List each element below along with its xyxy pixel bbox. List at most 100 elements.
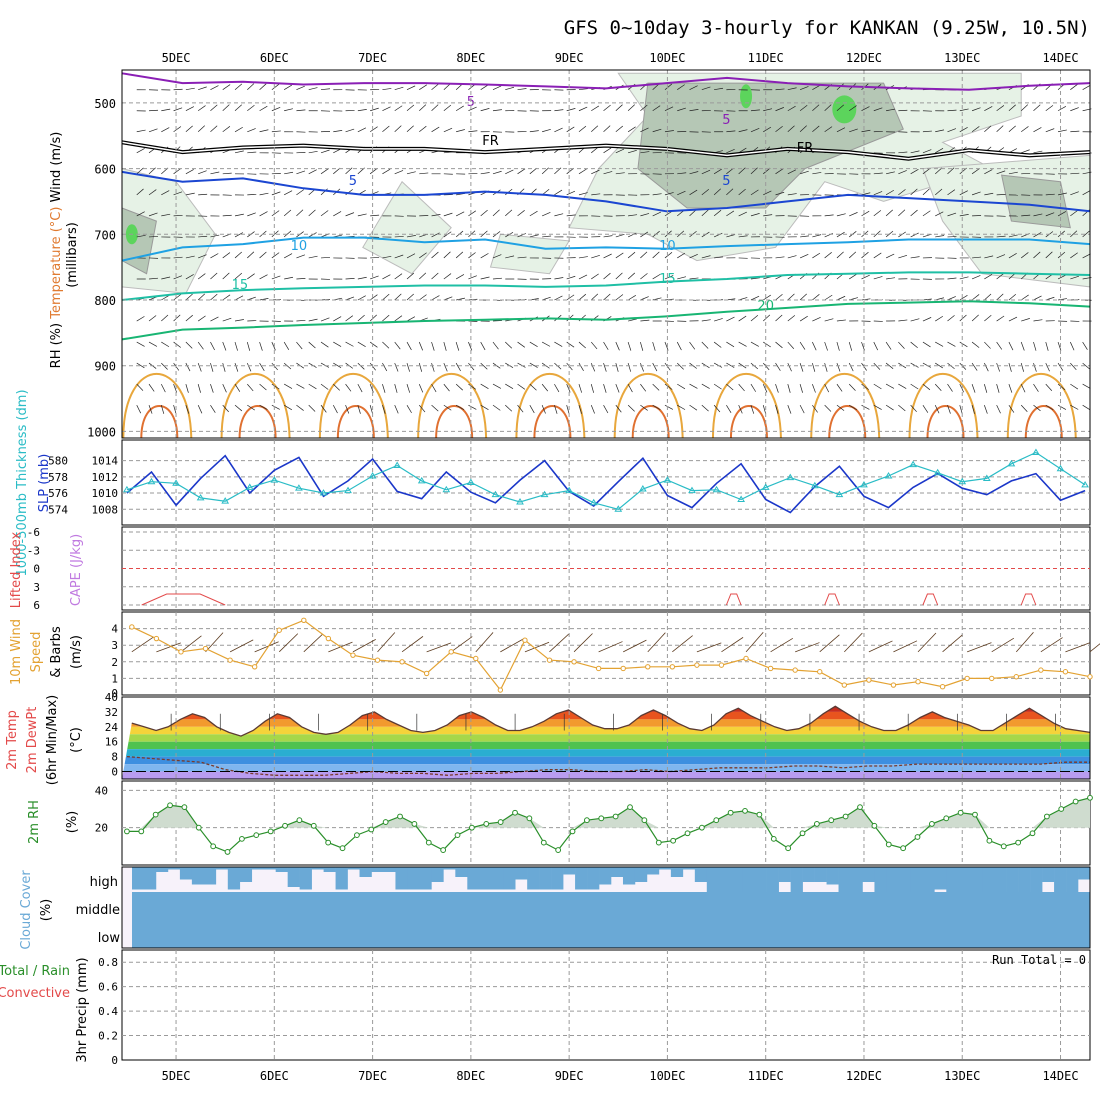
rh2m-point (354, 832, 360, 839)
wind-barb (873, 404, 882, 410)
wind-barb (222, 294, 231, 301)
wind-barb (971, 314, 979, 322)
wind-barb (627, 295, 636, 301)
wind-barb (431, 214, 441, 217)
wind-barb (640, 341, 644, 351)
temp-band (122, 749, 1090, 757)
wind-barb (652, 362, 658, 372)
wind-barb (910, 256, 920, 259)
rh2m-point (195, 824, 202, 831)
wind-barb (480, 209, 488, 217)
wind-barb (677, 362, 684, 370)
wind10-barb (426, 642, 452, 653)
wind-barb (996, 170, 1006, 175)
cloud-high-bar (203, 867, 217, 885)
wind-barb (1008, 234, 1018, 238)
wind-barb (689, 230, 697, 238)
isotherm-label: FR (797, 141, 814, 156)
wind-barb (971, 294, 980, 301)
wind-barb (271, 230, 279, 238)
wind-barb (161, 127, 170, 133)
rh2m-point (1029, 830, 1036, 837)
wind-barb (1070, 362, 1077, 371)
wind-barb (701, 341, 709, 349)
rh2m-ylabel: 2m RH (27, 800, 42, 844)
wind-barb (296, 170, 306, 175)
rh2m-point (454, 832, 461, 839)
wind-barb (800, 235, 810, 238)
wind-barb (234, 341, 238, 351)
cloud-high-bar (754, 867, 767, 892)
rh2m-point (310, 822, 317, 829)
thickness-point (638, 485, 647, 492)
wind-barb (787, 362, 792, 372)
wind-barb (935, 362, 943, 369)
wind-barb (443, 362, 448, 372)
wind-barb (959, 405, 963, 414)
wind-barb (713, 341, 722, 348)
wind-barb (271, 341, 276, 351)
wind-barb (1070, 191, 1079, 196)
thickness-point (270, 476, 279, 483)
bottom-date-label: 5DEC (162, 1069, 191, 1083)
wind-barb (738, 129, 748, 133)
wind-barb (689, 189, 698, 196)
wind-barb (898, 109, 908, 112)
wind-barb (468, 130, 478, 133)
temp-band (122, 741, 1090, 750)
wind-barb (947, 167, 955, 175)
thickness-point (393, 461, 402, 468)
wind-barb (1008, 171, 1018, 175)
wind-barb (898, 189, 906, 196)
wind-barb (419, 125, 427, 133)
wind10-point (251, 664, 258, 670)
cloud-high-bar (730, 867, 744, 892)
slp-line (126, 454, 1086, 514)
wind-barb (726, 188, 734, 196)
wind10-barb (180, 635, 202, 653)
wind-barb (247, 128, 256, 133)
wind-barb (308, 87, 318, 91)
rh-shading-saturated (832, 95, 857, 124)
wind-barb (468, 341, 473, 351)
wind-barb (566, 108, 576, 112)
wind-barb (148, 341, 158, 347)
wind-barb (713, 168, 722, 175)
cloud-unit-label: (%) (39, 899, 54, 922)
wind10-barb (647, 632, 666, 653)
rh2m-unit-label: (%) (65, 811, 80, 834)
wind-barb (492, 320, 502, 322)
isotherm-5 (121, 170, 1091, 213)
wind-barb (480, 172, 490, 175)
wind-barb (554, 189, 563, 196)
wind-barb (886, 108, 895, 112)
wind-barb (394, 86, 404, 91)
cloud-high-bar (383, 867, 396, 872)
wind-barb (996, 105, 1005, 112)
wind-barb (628, 214, 638, 217)
wind-barb (1045, 128, 1055, 133)
wind-barb (603, 253, 612, 259)
wind-barb (861, 251, 869, 259)
wind-barb (210, 384, 214, 393)
isotherm-30 (533, 404, 572, 439)
wind-barb (750, 109, 760, 112)
wind-barb (1033, 251, 1041, 259)
wind-barb (750, 167, 758, 175)
wind-barb (836, 341, 840, 351)
wind-barb (922, 168, 931, 175)
cloud-middle-label: middle (76, 903, 120, 918)
wind-barb (234, 251, 242, 259)
wind-barb (222, 104, 230, 111)
wind-barb (652, 128, 662, 133)
cloud-high-bar (263, 867, 276, 870)
wind-barb (787, 341, 795, 349)
rh2m-point (842, 813, 849, 820)
wind-barb (885, 362, 894, 369)
wind-barb (701, 404, 709, 412)
wind-barb (762, 405, 766, 414)
wind-barb (554, 341, 563, 347)
wind-barb (996, 315, 1005, 322)
cloud-high-bar (898, 867, 911, 892)
